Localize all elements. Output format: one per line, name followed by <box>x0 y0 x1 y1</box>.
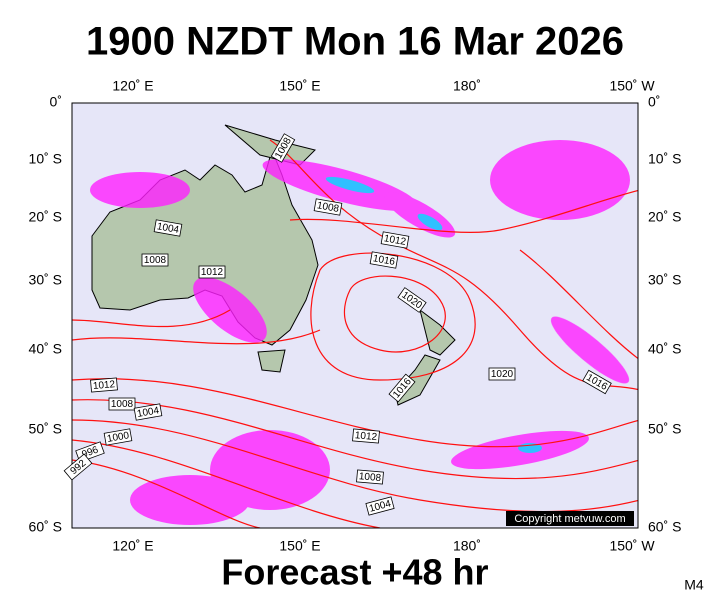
isobar-label-box <box>352 428 380 444</box>
isobar-label-box <box>488 367 516 381</box>
left-axis-label: 0˚ <box>50 94 62 110</box>
isobar-label-text: 1008 <box>111 399 134 410</box>
isobar-label-box <box>90 377 118 393</box>
top-axis-label: 120˚ E <box>112 78 153 94</box>
right-axis-label: 20˚ S <box>648 209 681 225</box>
isobar-label: 1012 <box>90 377 118 393</box>
left-axis-label: 60˚ S <box>29 519 62 535</box>
isobar-label-box <box>141 253 169 267</box>
isobar-label-box <box>369 251 399 269</box>
top-axis-label: 180˚ <box>453 78 481 94</box>
new-guinea <box>224 124 316 166</box>
bottom-axis-label: 120˚ E <box>112 538 153 554</box>
map-area <box>72 103 638 528</box>
copyright: Copyright metvuw.com <box>514 513 625 525</box>
isobar-label: 1008 <box>141 253 169 267</box>
bottom-axis-label: 150˚ W <box>609 538 655 554</box>
isobar-label-box <box>133 403 163 421</box>
corner-label: M4 <box>684 577 704 593</box>
isobar-label-box <box>397 287 427 313</box>
isobar-label: 1020 <box>488 367 516 381</box>
isobar-label-box <box>388 373 416 403</box>
top-axis-label: 150˚ W <box>609 78 655 94</box>
isobar-label: 1004 <box>153 219 183 237</box>
isobar-label-box <box>582 369 612 395</box>
isobar-label-text: 1008 <box>144 255 167 266</box>
isobar-label-box <box>103 428 133 446</box>
isobar-label: 1012 <box>380 231 410 249</box>
left-axis-label: 50˚ S <box>29 421 62 437</box>
isobar-label-text: 1000 <box>106 430 130 445</box>
copyright-box <box>506 511 634 526</box>
isobar-label-text: 1004 <box>136 405 160 420</box>
isobar-label: 1012 <box>352 428 380 444</box>
isobar-label: 1016 <box>369 251 399 269</box>
left-axis-label: 20˚ S <box>29 209 62 225</box>
isobar-label-text: 1008 <box>316 200 340 215</box>
isobar-label: 1004 <box>365 496 395 516</box>
isobar-label-box <box>380 231 410 249</box>
isobar-label-text: 1020 <box>491 369 514 380</box>
isobar-label-box <box>356 469 384 485</box>
isobar-label-box <box>63 453 93 481</box>
left-axis-label: 40˚ S <box>29 341 62 357</box>
right-axis-label: 0˚ <box>648 94 660 110</box>
isobar-label-text: 1012 <box>383 233 407 248</box>
footer: Forecast +48 hr <box>221 552 488 593</box>
right-axis-label: 30˚ S <box>648 272 681 288</box>
isobar-label-box <box>198 265 226 279</box>
isobar-label: 1012 <box>198 265 226 279</box>
isobar-label-text: 1016 <box>372 253 396 268</box>
right-axis-label: 50˚ S <box>648 421 681 437</box>
right-axis-label: 40˚ S <box>648 341 681 357</box>
right-axis-label: 10˚ S <box>648 151 681 167</box>
isobar-label-text: 1012 <box>92 379 116 392</box>
isobar-label-text: 1012 <box>354 430 378 443</box>
isobar-label-box <box>153 219 183 237</box>
top-axis-label: 150˚ E <box>279 78 320 94</box>
left-axis-label: 30˚ S <box>29 272 62 288</box>
isobar-label-box <box>108 397 136 411</box>
isobar-label: 1000 <box>103 428 133 446</box>
isobar-label: 1008 <box>108 397 136 411</box>
isobar-label: 1008 <box>313 198 343 216</box>
isobar-label-box <box>313 198 343 216</box>
isobar-label-box <box>270 133 296 163</box>
isobar-label: 1008 <box>356 469 384 485</box>
map-frame <box>71 102 639 529</box>
bottom-axis-label: 150˚ E <box>279 538 320 554</box>
tasmania <box>257 349 286 373</box>
left-axis-label: 10˚ S <box>29 151 62 167</box>
isobar-label-text: 1012 <box>201 267 224 278</box>
isobar-label-text: 1008 <box>358 471 382 484</box>
bottom-axis-label: 180˚ <box>453 538 481 554</box>
isobar-label: 1004 <box>133 403 163 421</box>
right-axis-label: 60˚ S <box>648 519 681 535</box>
title: 1900 NZDT Mon 16 Mar 2026 <box>86 20 624 64</box>
isobar-label-text: 1004 <box>156 221 180 236</box>
isobar-label-box <box>365 496 395 516</box>
